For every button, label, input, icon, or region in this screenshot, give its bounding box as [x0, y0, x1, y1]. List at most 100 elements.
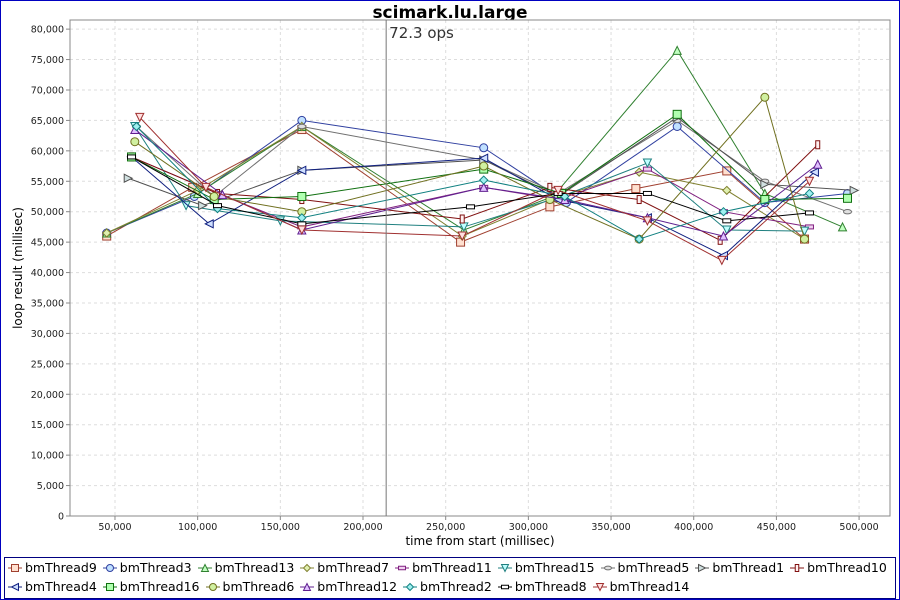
y-tick-label: 15,000 [31, 420, 64, 431]
data-point [131, 121, 142, 132]
legend-marker [698, 563, 707, 572]
legend-item[interactable]: bmThread14 [592, 579, 689, 594]
plot-area [69, 19, 891, 517]
crosshair-label: 72.3 ops [389, 24, 454, 42]
legend-marker [398, 565, 407, 570]
legend-item[interactable]: bmThread12 [300, 579, 397, 594]
legend-marker [500, 584, 509, 589]
legend-item[interactable]: bmThread3 [102, 560, 192, 575]
data-point [201, 182, 211, 193]
legend-item[interactable]: bmThread4 [8, 579, 97, 594]
legend-marker-icon [395, 565, 410, 570]
legend-item[interactable]: bmThread16 [102, 579, 200, 594]
data-point [212, 203, 222, 209]
legend-label: bmThread10 [807, 560, 887, 575]
legend-item[interactable]: bmThread10 [790, 560, 887, 575]
legend-marker-icon [300, 563, 315, 572]
series-line [106, 128, 805, 243]
series-line [131, 156, 810, 225]
legend-marker-icon [197, 562, 212, 572]
legend-item[interactable]: bmThread2 [403, 579, 492, 594]
data-point [297, 221, 307, 227]
y-tick-label: 10,000 [31, 451, 64, 462]
legend-marker-icon [8, 563, 22, 572]
y-tick-label: 65,000 [31, 116, 64, 127]
data-point [809, 167, 819, 177]
legend-marker-icon [497, 563, 512, 573]
legend-marker [500, 563, 510, 573]
legend-marker [303, 563, 312, 572]
x-tick-label: 400,000 [674, 522, 713, 533]
series-bmThread6 [130, 92, 810, 244]
y-tick-label: 20,000 [31, 390, 64, 401]
data-point [672, 109, 682, 119]
legend-marker-icon [592, 582, 607, 592]
legend-item[interactable]: bmThread7 [300, 560, 389, 575]
data-point [722, 185, 732, 196]
series-line [139, 117, 810, 261]
series-line [136, 119, 848, 213]
x-tick-label: 500,000 [839, 522, 878, 533]
legend-item[interactable]: bmThread5 [600, 560, 689, 575]
series-line [131, 144, 819, 241]
y-tick-label: 70,000 [31, 85, 64, 96]
legend-marker-icon [790, 563, 805, 572]
legend-item[interactable]: bmThread6 [205, 579, 294, 594]
y-tick-label: 5,000 [37, 481, 64, 492]
legend-label: bmThread13 [214, 560, 295, 575]
series-line [131, 156, 815, 257]
x-tick-label: 50,000 [98, 522, 131, 533]
legend-marker [11, 563, 19, 572]
legend-marker-icon [102, 563, 117, 572]
data-point [123, 173, 134, 184]
data-point [465, 204, 475, 210]
data-point [130, 137, 140, 147]
data-point [134, 112, 145, 123]
data-point [102, 228, 112, 238]
y-tick-label: 75,000 [31, 55, 64, 66]
data-point [478, 153, 489, 163]
y-axis-title: loop result (millisec) [11, 207, 25, 329]
legend-marker-icon [8, 582, 22, 591]
data-point [631, 184, 641, 194]
legend-item[interactable]: bmThread9 [8, 560, 97, 575]
y-tick-label: 55,000 [31, 177, 64, 188]
legend-item[interactable]: bmThread15 [497, 560, 595, 575]
y-tick-label: 35,000 [31, 298, 64, 309]
chart: scimark.lu.large 72.3 ops 50,000 100,000 1… [11, 3, 891, 548]
legend-label: bmThread11 [412, 560, 492, 575]
legend-marker [105, 582, 114, 591]
legend-marker [10, 582, 19, 591]
x-tick-label: 100,000 [178, 522, 217, 533]
data-point [204, 219, 214, 229]
y-tick-label: 45,000 [31, 238, 64, 249]
x-axis-title: time from start (millisec) [405, 534, 554, 548]
legend-marker [200, 562, 209, 572]
legend-label: bmThread3 [119, 560, 192, 575]
legend-item[interactable]: bmThread13 [197, 560, 295, 575]
data-point [837, 221, 848, 232]
data-point [721, 225, 732, 236]
data-point [672, 122, 682, 132]
legend-marker [208, 582, 217, 591]
legend-marker [105, 563, 114, 572]
series-line [134, 96, 805, 240]
x-tick-label: 150,000 [261, 522, 300, 533]
data-point [722, 218, 732, 224]
series-line [136, 126, 810, 240]
y-tick-label: 40,000 [31, 268, 64, 279]
data-point [634, 234, 644, 244]
legend-label: bmThread16 [119, 579, 200, 594]
legend-marker [405, 582, 415, 591]
x-tick-label: 300,000 [509, 522, 548, 533]
series-line [106, 125, 805, 240]
data-point [717, 255, 727, 266]
legend-item[interactable]: bmThread11 [395, 560, 492, 575]
data-point [849, 185, 860, 196]
legend-item[interactable]: bmThread1 [695, 560, 784, 575]
y-tick-label: 25,000 [31, 359, 64, 370]
data-point [642, 190, 652, 196]
data-point [198, 200, 208, 211]
x-tick-label: 200,000 [343, 522, 382, 533]
legend-item[interactable]: bmThread8 [497, 579, 587, 594]
